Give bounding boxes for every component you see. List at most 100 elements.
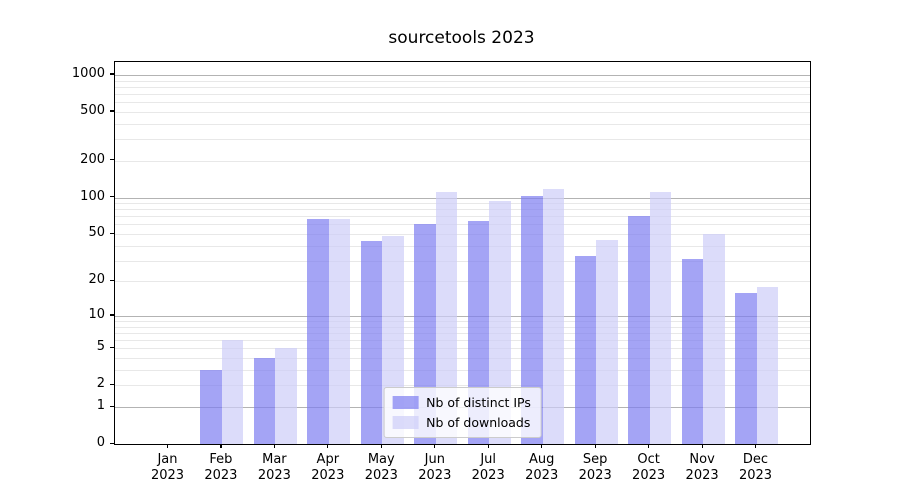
y-tick-label-50: 50 (88, 225, 105, 240)
x-tick-mark-dec (755, 444, 757, 448)
y-tick-label-5: 5 (96, 339, 105, 355)
y-tick-mark-1000 (110, 73, 114, 75)
y-tick-label-500: 500 (80, 102, 105, 118)
gridline-y-6 (115, 340, 810, 342)
bar-distinct-ips-oct (628, 216, 650, 444)
x-tick-label-nov: Nov 2023 (685, 452, 719, 483)
gridline-y-5 (115, 348, 810, 350)
bar-downloads-apr (328, 219, 351, 444)
gridline-y-400 (115, 123, 810, 125)
y-tick-mark-10 (110, 314, 114, 316)
y-tick-mark-200 (110, 159, 114, 161)
legend-item-distinct-ips: Nb of distinct IPs (392, 395, 531, 410)
bar-downloads-nov (703, 234, 725, 444)
bar-distinct-ips-mar (253, 358, 276, 444)
y-tick-mark-2 (110, 383, 114, 385)
x-tick-label-jun: Jun 2023 (418, 452, 452, 483)
y-tick-mark-5 (110, 346, 114, 348)
y-tick-label-1: 1 (96, 398, 105, 413)
x-tick-label-feb: Feb 2023 (204, 452, 238, 483)
gridline-y-80 (115, 209, 810, 211)
bar-distinct-ips-dec (735, 292, 757, 444)
y-tick-label-10: 10 (88, 306, 105, 322)
gridline-y-300 (115, 139, 810, 141)
y-tick-mark-100 (110, 196, 114, 198)
x-tick-label-apr: Apr 2023 (311, 452, 345, 483)
gridline-y-2 (115, 385, 810, 387)
x-tick-mark-may (380, 444, 382, 448)
x-tick-label-dec: Dec 2023 (738, 452, 773, 483)
bar-downloads-dec (756, 286, 778, 444)
gridline-y-90 (115, 203, 810, 204)
gridline-y-500 (115, 111, 810, 113)
bar-distinct-ips-feb (200, 369, 222, 444)
x-tick-mark-jan (167, 444, 169, 448)
bar-downloads-sep (596, 239, 618, 444)
x-tick-mark-oct (648, 444, 650, 448)
legend-item-downloads: Nb of downloads (392, 415, 531, 430)
x-tick-label-jan: Jan 2023 (150, 452, 185, 483)
y-tick-mark-500 (110, 110, 114, 112)
gridline-y-8 (115, 326, 810, 328)
x-tick-label-jul: Jul 2023 (471, 452, 505, 483)
bar-downloads-feb (221, 340, 244, 444)
gridline-y-70 (115, 216, 810, 218)
bar-downloads-oct (649, 192, 672, 444)
y-tick-label-200: 200 (80, 151, 105, 167)
bar-distinct-ips-aug (521, 195, 543, 444)
x-tick-mark-nov (701, 444, 703, 448)
y-tick-mark-20 (110, 279, 114, 282)
gridline-y-600 (115, 102, 810, 104)
bar-distinct-ips-nov (681, 258, 704, 444)
gridline-y-7 (115, 332, 810, 334)
legend: Nb of distinct IPs Nb of downloads (383, 387, 542, 438)
gridline-y-50 (115, 234, 810, 235)
bar-distinct-ips-sep (574, 255, 597, 444)
gridline-y-100 (115, 197, 810, 199)
gridline-y-700 (115, 94, 810, 95)
bar-downloads-jun (435, 192, 458, 444)
x-tick-label-mar: Mar 2023 (257, 452, 291, 483)
y-tick-label-0: 0 (96, 435, 105, 450)
x-tick-label-aug: Aug 2023 (525, 452, 559, 483)
y-tick-mark-1 (110, 405, 114, 407)
y-tick-mark-50 (110, 232, 114, 234)
bar-distinct-ips-may (360, 240, 383, 444)
y-tick-label-20: 20 (88, 272, 105, 288)
gridline-y-60 (115, 224, 810, 226)
legend-swatch-distinct-ips (392, 396, 419, 409)
legend-label-distinct-ips: Nb of distinct IPs (426, 395, 531, 410)
gridline-y-30 (115, 260, 810, 262)
bar-downloads-aug (542, 188, 565, 444)
x-tick-label-sep: Sep 2023 (578, 452, 612, 483)
x-tick-mark-jul (487, 444, 489, 448)
y-tick-mark-0 (110, 442, 114, 444)
gridline-y-1000 (115, 74, 810, 76)
gridline-y-20 (115, 281, 810, 283)
x-tick-mark-feb (220, 444, 222, 448)
x-tick-mark-aug (541, 444, 543, 448)
x-tick-label-oct: Oct 2023 (632, 452, 666, 483)
gridline-y-40 (115, 245, 810, 247)
plot-area: Nb of distinct IPs Nb of downloads (114, 61, 811, 445)
gridline-y-9 (115, 321, 810, 322)
legend-label-downloads: Nb of downloads (426, 415, 531, 430)
x-tick-label-may: May 2023 (364, 452, 398, 483)
bar-downloads-mar (275, 348, 297, 444)
x-tick-mark-jun (434, 444, 436, 448)
y-tick-label-1000: 1000 (71, 65, 105, 81)
bar-distinct-ips-apr (307, 219, 329, 444)
gridline-y-3 (115, 369, 810, 371)
gridline-y-800 (115, 86, 810, 88)
chart-title: sourcetools 2023 (388, 28, 535, 48)
x-tick-mark-sep (594, 444, 596, 448)
x-tick-mark-apr (327, 444, 329, 448)
bar-downloads-jul (489, 201, 511, 444)
y-tick-label-2: 2 (96, 376, 105, 392)
gridline-y-4 (115, 358, 810, 359)
legend-swatch-downloads (392, 416, 419, 429)
gridline-y-900 (115, 80, 810, 82)
gridline-y-10 (115, 315, 810, 317)
x-tick-mark-mar (273, 444, 276, 448)
